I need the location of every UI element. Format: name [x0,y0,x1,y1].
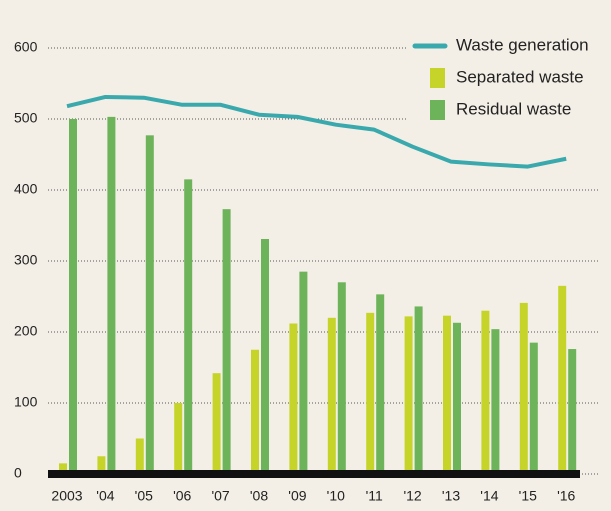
bar [404,316,413,474]
x-tick-label: '08 [250,488,268,504]
bar [519,302,528,474]
bar [327,317,336,474]
legend-label: Separated waste [456,67,584,86]
bar [174,403,183,474]
x-tick-label: '15 [519,488,537,504]
bar [212,373,221,474]
line [66,94,567,169]
bar [222,209,231,475]
bar [568,349,577,474]
bar [529,342,538,474]
y-tick-label: 400 [14,181,38,197]
x-tick-label: '07 [211,488,229,504]
bar [135,438,144,474]
bar [261,238,269,474]
x-tick-label: '10 [327,488,345,504]
x-tick-label: '05 [135,488,153,504]
legend-swatch [430,100,445,120]
bar [59,463,67,474]
x-tick-label: 2003 [51,488,82,504]
bar [414,306,423,474]
bar [376,294,385,474]
y-tick-label: 100 [14,394,38,410]
y-tick-label: 200 [14,323,38,339]
bar [97,456,106,474]
legend-label: Residual waste [456,99,571,118]
bar [491,329,500,474]
x-tick-label: '04 [96,488,114,504]
bar [251,349,259,474]
y-tick-label: 500 [14,110,38,126]
bar [145,135,154,474]
bar [69,119,77,474]
bar [443,315,451,474]
legend-label: Waste generation [456,35,589,54]
bar [107,116,116,475]
x-tick-label: '12 [403,488,421,504]
bar [299,271,308,474]
x-tick-label: '16 [557,488,575,504]
y-tick-label: 300 [14,252,38,268]
bar [558,285,567,474]
x-tick-label: '14 [480,488,498,504]
bar [366,312,375,474]
x-tick-label: '09 [288,488,306,504]
bar [453,322,461,474]
bar [481,310,490,474]
bar [289,323,298,474]
baseline [48,470,580,478]
y-tick-label: 600 [14,39,38,55]
x-tick-label: '13 [442,488,460,504]
legend-swatch [430,68,445,88]
bar [184,179,193,474]
y-tick-label: 0 [14,465,22,481]
x-tick-label: '06 [173,488,191,504]
bar [337,282,346,474]
x-tick-label: '11 [366,488,383,504]
